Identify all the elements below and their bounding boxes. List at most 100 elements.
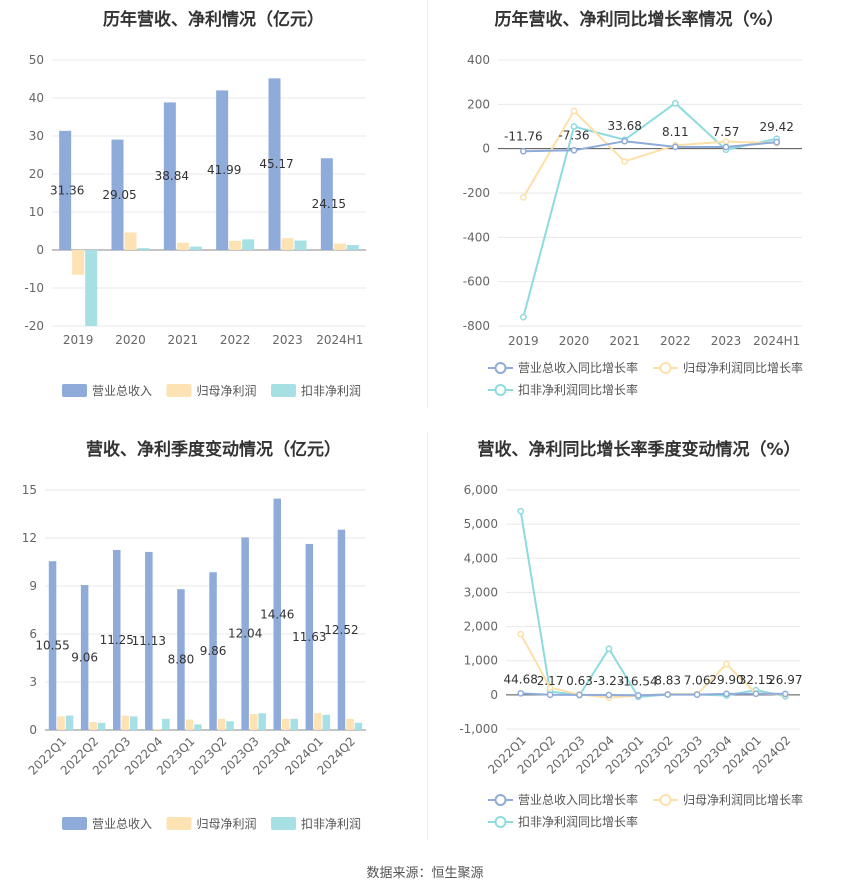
data-label: 14.46 bbox=[260, 607, 294, 621]
y-tick-label: 200 bbox=[467, 97, 490, 111]
bar-deducted bbox=[85, 250, 98, 326]
y-tick-label: 15 bbox=[22, 483, 37, 497]
data-label: 45.17 bbox=[259, 157, 293, 171]
y-tick-label: 6 bbox=[29, 627, 37, 641]
bar-deducted bbox=[322, 714, 331, 730]
bar-revenue bbox=[113, 550, 121, 730]
legend-swatch bbox=[166, 384, 192, 397]
x-tick-label: 2022 bbox=[660, 334, 691, 348]
legend-label: 营业总收入 bbox=[92, 817, 152, 831]
y-tick-label: -1,000 bbox=[459, 722, 498, 736]
data-label: 11.25 bbox=[100, 633, 134, 647]
data-label: 8.11 bbox=[662, 125, 689, 139]
x-tick-label: 2023 bbox=[711, 334, 742, 348]
x-tick-label: 2020 bbox=[559, 334, 590, 348]
data-point bbox=[722, 138, 730, 145]
legend-label: 营业总收入同比增长率 bbox=[518, 360, 638, 375]
data-point bbox=[517, 507, 525, 515]
x-tick-label: 2023 bbox=[272, 333, 303, 347]
series-line bbox=[522, 101, 777, 318]
bar-netprofit bbox=[121, 715, 129, 730]
data-label: -16.54 bbox=[619, 674, 658, 688]
data-label: 29.05 bbox=[102, 188, 136, 202]
data-point bbox=[605, 691, 613, 699]
data-label: -11.76 bbox=[504, 129, 543, 143]
legend-marker bbox=[494, 816, 507, 828]
bar-revenue bbox=[80, 585, 89, 730]
y-tick-label: -10 bbox=[24, 281, 44, 295]
y-tick-label: 400 bbox=[467, 53, 490, 67]
chart-title: 营收、净利同比增长率季度变动情况（%） bbox=[477, 440, 801, 460]
bar-netprofit bbox=[153, 729, 162, 730]
bar-revenue bbox=[268, 78, 281, 250]
y-tick-label: 0 bbox=[482, 142, 490, 156]
vertical-divider-top bbox=[427, 0, 428, 408]
x-tick-label: 2020 bbox=[115, 333, 146, 347]
data-label: 26.97 bbox=[768, 673, 802, 687]
data-label: -3.23 bbox=[593, 674, 624, 688]
bar-deducted bbox=[354, 722, 363, 730]
data-point bbox=[664, 691, 672, 698]
bar-revenue bbox=[216, 90, 229, 250]
bar-revenue bbox=[111, 139, 124, 250]
data-point bbox=[517, 689, 525, 697]
annual-line-panel: 历年营收、净利同比增长率情况（%） -800 -600 -400 -200 0 200 40… bbox=[428, 0, 850, 420]
data-point bbox=[517, 630, 525, 638]
bar-netprofit bbox=[249, 714, 258, 730]
quarter-bar-panel: 营收、净利季度变动情况（亿元） 0 3 6 9 12 15 10.55 2022Q1 9.06 2… bbox=[0, 432, 427, 852]
legend-marker bbox=[659, 794, 672, 806]
bar-netprofit bbox=[314, 713, 322, 730]
x-tick-label: 2021 bbox=[168, 333, 199, 347]
bar-revenue bbox=[337, 529, 346, 730]
y-tick-label: 6,000 bbox=[464, 483, 498, 497]
data-point bbox=[671, 143, 679, 151]
data-label: 10.55 bbox=[35, 639, 69, 653]
bar-revenue bbox=[163, 102, 176, 251]
y-tick-label: 3 bbox=[29, 675, 37, 689]
data-label: 7.57 bbox=[713, 125, 740, 139]
data-label: 29.90 bbox=[709, 673, 743, 687]
data-label: 11.63 bbox=[292, 630, 326, 644]
data-point bbox=[519, 313, 527, 321]
bar-deducted bbox=[346, 245, 359, 250]
data-label: 7.06 bbox=[684, 674, 711, 688]
data-point bbox=[621, 158, 629, 165]
legend-label: 扣非净利润 bbox=[301, 384, 361, 398]
data-point bbox=[634, 692, 642, 699]
bar-deducted bbox=[258, 713, 266, 730]
y-tick-label: 9 bbox=[29, 579, 37, 593]
data-point bbox=[723, 690, 730, 698]
y-tick-label: 30 bbox=[29, 129, 44, 143]
x-tick-label: 2022 bbox=[220, 333, 251, 347]
data-point bbox=[671, 99, 679, 107]
legend-label: 扣非净利润同比增长率 bbox=[518, 382, 638, 397]
data-point bbox=[723, 660, 730, 668]
chart-title: 营收、净利季度变动情况（亿元） bbox=[86, 440, 341, 460]
data-label: 0.63 bbox=[566, 674, 593, 688]
bar-revenue bbox=[305, 543, 314, 730]
legend-label: 归母净利润 bbox=[197, 384, 257, 398]
y-tick-label: 0 bbox=[36, 243, 44, 257]
bar-deducted bbox=[242, 239, 255, 250]
y-tick-label: 20 bbox=[29, 167, 44, 181]
data-label: 9.06 bbox=[71, 651, 98, 665]
data-point bbox=[576, 691, 583, 699]
y-tick-label: 12 bbox=[22, 531, 37, 545]
vertical-divider-bottom bbox=[427, 432, 428, 840]
bar-deducted bbox=[226, 721, 234, 730]
bar-netprofit bbox=[282, 718, 290, 730]
bar-deducted bbox=[65, 715, 74, 730]
legend-marker bbox=[494, 384, 507, 396]
legend-label: 扣非净利润同比增长率 bbox=[518, 814, 638, 829]
data-source: 数据来源：恒生聚源 bbox=[366, 866, 484, 881]
data-label: -7.36 bbox=[558, 128, 589, 142]
legend-label: 扣非净利润 bbox=[301, 817, 361, 831]
data-label: 29.42 bbox=[759, 120, 793, 134]
y-tick-label: 0 bbox=[490, 688, 498, 702]
legend-label: 营业总收入同比增长率 bbox=[518, 792, 638, 807]
data-label: 12.52 bbox=[324, 623, 358, 637]
bar-deducted bbox=[194, 724, 202, 730]
x-tick-label: 2024H1 bbox=[753, 334, 800, 348]
y-tick-label: 3,000 bbox=[464, 585, 498, 599]
data-point bbox=[722, 143, 730, 151]
